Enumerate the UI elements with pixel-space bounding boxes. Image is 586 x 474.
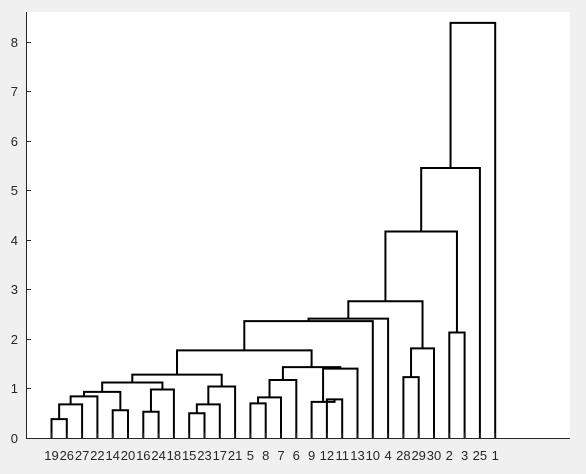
dendrogram-link bbox=[420, 167, 481, 438]
leaf-label: 19 bbox=[44, 448, 58, 463]
leaf-label: 30 bbox=[427, 448, 441, 463]
dendrogram-link bbox=[149, 388, 175, 438]
leaf-label: 6 bbox=[293, 448, 300, 463]
x-axis-ticks: 19 26 27 22 14 20 16 24 18 15 23 17 21 5 8 7 6 9 12 11 13 10 4… bbox=[44, 433, 499, 463]
dendrogram-link bbox=[384, 230, 458, 333]
dendrogram-link bbox=[448, 331, 466, 438]
leaf-label: 20 bbox=[121, 448, 135, 463]
leaf-label: 27 bbox=[75, 448, 89, 463]
y-tick-label: 3 bbox=[11, 282, 18, 297]
y-tick-label: 4 bbox=[11, 233, 18, 248]
leaf-label: 15 bbox=[182, 448, 196, 463]
leaf-label: 10 bbox=[366, 448, 380, 463]
y-tick-label: 1 bbox=[11, 381, 18, 396]
dendrogram-link bbox=[69, 395, 99, 438]
dendrogram-link bbox=[249, 402, 267, 438]
dendrogram-link bbox=[101, 381, 164, 392]
leaf-label: 13 bbox=[350, 448, 364, 463]
y-tick-label: 6 bbox=[11, 134, 18, 149]
leaf-label: 17 bbox=[213, 448, 227, 463]
dendrogram-link bbox=[207, 385, 237, 438]
leaf-label: 7 bbox=[277, 448, 284, 463]
dendrogram-link bbox=[83, 390, 122, 411]
plot-area bbox=[26, 12, 570, 438]
leaf-label: 28 bbox=[396, 448, 410, 463]
y-tick-label: 0 bbox=[11, 431, 18, 446]
y-axis-ticks: 0 1 2 3 4 5 6 7 8 bbox=[11, 35, 31, 446]
leaf-label: 21 bbox=[228, 448, 242, 463]
dendrogram-link bbox=[449, 21, 497, 438]
leaf-label: 5 bbox=[247, 448, 254, 463]
leaf-label: 25 bbox=[473, 448, 487, 463]
dendrogram-link bbox=[142, 410, 160, 438]
leaf-label: 22 bbox=[90, 448, 104, 463]
leaf-label: 11 bbox=[335, 448, 349, 463]
dendrogram-link bbox=[347, 300, 424, 349]
dendrogram-link bbox=[307, 317, 390, 438]
leaf-label: 1 bbox=[492, 448, 499, 463]
leaf-label: 8 bbox=[262, 448, 269, 463]
leaf-label: 9 bbox=[308, 448, 315, 463]
leaf-label: 4 bbox=[384, 448, 391, 463]
dendrogram-links bbox=[50, 21, 497, 438]
leaf-label: 12 bbox=[320, 448, 334, 463]
leaf-label: 26 bbox=[60, 448, 74, 463]
dendrogram-link bbox=[50, 418, 68, 438]
leaf-label: 23 bbox=[197, 448, 211, 463]
leaf-label: 18 bbox=[167, 448, 181, 463]
leaf-label: 24 bbox=[151, 448, 165, 463]
y-tick-label: 7 bbox=[11, 84, 18, 99]
leaf-label: 14 bbox=[105, 448, 119, 463]
y-tick-label: 2 bbox=[11, 332, 18, 347]
leaf-label: 3 bbox=[461, 448, 468, 463]
y-tick-label: 5 bbox=[11, 183, 18, 198]
leaf-label: 16 bbox=[136, 448, 150, 463]
y-tick-label: 8 bbox=[11, 35, 18, 50]
leaf-label: 29 bbox=[411, 448, 425, 463]
leaf-label: 2 bbox=[446, 448, 453, 463]
dendrogram-link bbox=[188, 412, 206, 438]
dendrogram-link bbox=[310, 399, 336, 438]
dendrogram-link bbox=[410, 347, 435, 438]
dendrogram-link bbox=[243, 320, 374, 438]
